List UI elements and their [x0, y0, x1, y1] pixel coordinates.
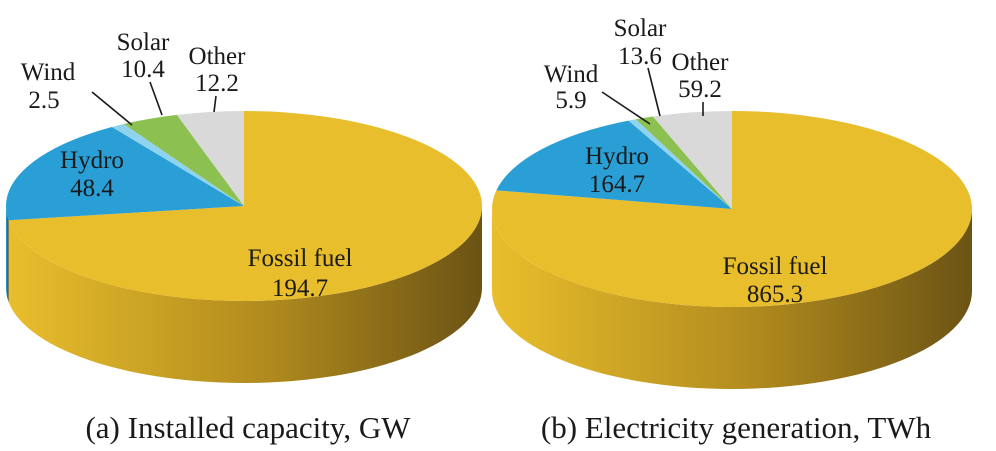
leader-line-solar — [149, 81, 163, 116]
pie-slice-solar — [635, 116, 732, 209]
pie-slice-other — [176, 111, 244, 206]
slice-value-hydro: 48.4 — [70, 175, 114, 202]
pie-slice-fossil-fuel — [492, 111, 973, 307]
slice-value-wind: 2.5 — [28, 87, 59, 114]
slice-label-wind: Wind — [21, 59, 76, 86]
leader-line-solar — [647, 67, 661, 117]
leader-line-other — [213, 95, 217, 113]
pie-side-hydro — [6, 206, 9, 303]
pie-slice-other — [652, 111, 732, 209]
slice-value-hydro: 164.7 — [589, 171, 645, 198]
pie-slice-wind — [628, 119, 732, 209]
slice-label-other: Other — [189, 43, 247, 70]
caption-installed-capacity: (a) Installed capacity, GW — [85, 410, 411, 445]
slice-value-other: 12.2 — [195, 70, 239, 97]
slice-value-wind: 5.9 — [555, 87, 586, 114]
pie-side-fossil-fuel — [8, 206, 483, 384]
slice-label-solar: Solar — [117, 29, 170, 56]
slice-label-other: Other — [672, 49, 730, 76]
slice-label-hydro: Hydro — [585, 143, 649, 170]
slice-value-fossil-fuel: 194.7 — [272, 275, 328, 302]
pie-slice-solar — [123, 114, 244, 206]
pie-slice-wind — [111, 124, 245, 206]
leader-line-wind — [601, 91, 651, 125]
pie-slice-hydro — [5, 126, 244, 221]
caption-electricity-generation: (b) Electricity generation, TWh — [541, 410, 932, 445]
slice-label-fossil-fuel: Fossil fuel — [723, 253, 828, 280]
slice-value-other: 59.2 — [678, 76, 722, 103]
slice-value-solar: 13.6 — [618, 43, 662, 70]
pie-side-fossil-fuel — [492, 209, 972, 389]
slice-label-hydro: Hydro — [60, 147, 124, 174]
slice-label-wind: Wind — [544, 61, 599, 88]
pie-slice-fossil-fuel — [8, 111, 483, 302]
leader-line-wind — [91, 91, 133, 126]
slice-label-fossil-fuel: Fossil fuel — [248, 245, 353, 272]
slice-value-solar: 10.4 — [121, 56, 165, 83]
pie-slice-hydro — [496, 120, 732, 209]
slice-value-fossil-fuel: 865.3 — [747, 281, 803, 308]
slice-label-solar: Solar — [614, 15, 667, 42]
